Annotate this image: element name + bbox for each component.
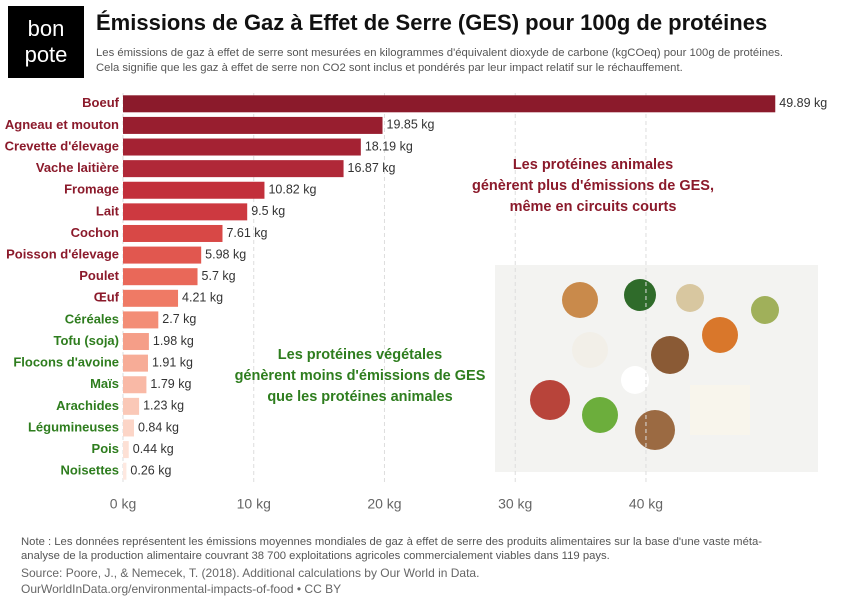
y-tick-label: Œuf [94,290,120,305]
bar [123,95,776,113]
value-label: 4.21 kg [182,291,223,305]
value-label: 19.85 kg [387,118,435,132]
y-tick-label: Tofu (soja) [54,333,119,348]
value-label: 0.84 kg [138,420,179,434]
y-tick-label: Lait [96,203,120,218]
value-label: 1.91 kg [152,355,193,369]
chart-title: Émissions de Gaz à Effet de Serre (GES) … [96,10,767,35]
annotation: Les protéines animales [513,157,673,173]
url: OurWorldInData.org/environmental-impacts… [21,582,341,596]
annotation: génèrent moins d'émissions de GES [235,368,486,384]
bar [123,441,129,459]
y-tick-label: Maïs [90,376,119,391]
bar [123,462,127,480]
value-label: 1.98 kg [153,334,194,348]
logo-box [8,6,84,78]
x-tick-label: 10 kg [237,496,271,512]
bar [123,333,149,351]
note: analyse de la production alimentaire cou… [21,550,610,562]
value-label: 1.79 kg [150,377,191,391]
y-tick-label: Fromage [64,182,119,197]
y-tick-label: Boeuf [82,95,120,110]
y-tick-label: Poulet [79,268,119,283]
y-tick-label: Noisettes [60,463,119,478]
value-label: 5.98 kg [205,247,246,261]
bar [123,268,198,286]
note: Note : Les données représentent les émis… [21,536,762,548]
bar [123,246,202,264]
bar [123,224,223,242]
y-tick-label: Céréales [65,311,119,326]
value-label: 18.19 kg [365,139,413,153]
logo-text: bon [28,16,65,41]
annotation: génèrent plus d'émissions de GES, [472,178,714,194]
bar [123,203,248,221]
source: Source: Poore, J., & Nemecek, T. (2018).… [21,566,479,580]
bar [123,419,134,437]
subtitle: Cela signifie que les gaz à effet de ser… [96,62,683,74]
value-label: 9.5 kg [251,204,285,218]
bar [123,160,344,178]
subtitle: Les émissions de gaz à effet de serre so… [96,47,783,59]
bar [123,116,383,134]
value-label: 2.7 kg [162,312,196,326]
value-label: 49.89 kg [779,96,827,110]
bar [123,311,159,329]
y-tick-label: Vache laitière [36,160,119,175]
value-label: 16.87 kg [348,161,396,175]
y-tick-label: Flocons d'avoine [13,355,119,370]
y-tick-label: Agneau et mouton [5,117,119,132]
bar [123,138,361,156]
value-label: 5.7 kg [202,269,236,283]
y-tick-label: Légumineuses [28,419,119,434]
bar [123,181,265,199]
bar [123,354,148,372]
value-label: 10.82 kg [268,183,316,197]
bar [123,376,147,394]
y-tick-label: Cochon [71,225,119,240]
y-tick-label: Arachides [56,398,119,413]
y-tick-label: Pois [92,441,119,456]
x-tick-label: 0 kg [110,496,136,512]
x-tick-label: 30 kg [498,496,532,512]
x-tick-label: 40 kg [629,496,663,512]
value-label: 0.26 kg [130,463,171,477]
x-tick-label: 20 kg [367,496,401,512]
y-tick-label: Crevette d'élevage [5,138,119,153]
photo [495,265,818,472]
annotation: même en circuits courts [510,199,677,215]
bar [123,289,179,307]
value-label: 1.23 kg [143,399,184,413]
annotation: Les protéines végétales [278,347,442,363]
y-tick-label: Poisson d'élevage [6,247,119,262]
annotation: que les protéines animales [267,389,452,405]
logo-text: pote [25,42,68,67]
value-label: 7.61 kg [226,226,267,240]
bar [123,397,140,415]
value-label: 0.44 kg [133,442,174,456]
